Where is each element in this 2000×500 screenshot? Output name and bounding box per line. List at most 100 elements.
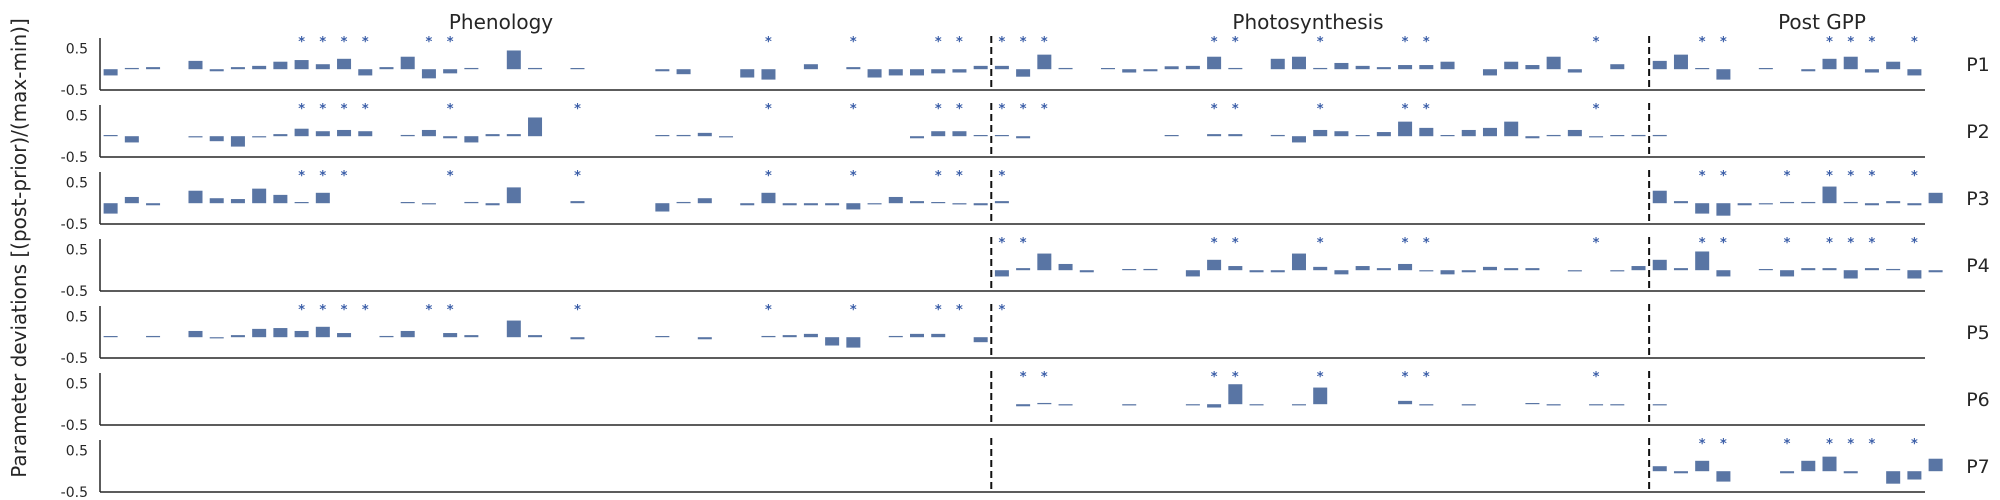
panel-p7: 0.5 -0.5 * * * * * * * P7 bbox=[61, 437, 1990, 500]
bar-p6-56 bbox=[1291, 404, 1306, 406]
bar-p1-63 bbox=[1440, 61, 1455, 70]
bar-p3-9 bbox=[294, 202, 309, 204]
bar-p2-53 bbox=[1228, 134, 1243, 137]
bar-p7-80 bbox=[1801, 460, 1816, 472]
bar-p2-72 bbox=[1631, 134, 1646, 137]
row-label-p2: P2 bbox=[1966, 121, 1990, 143]
bar-p2-66 bbox=[1504, 121, 1519, 137]
bar-p6-54 bbox=[1249, 404, 1264, 406]
bar-p1-30 bbox=[740, 69, 755, 78]
bar-p5-7 bbox=[252, 328, 267, 338]
bar-p4-54 bbox=[1249, 270, 1264, 273]
significance-star: * bbox=[850, 102, 857, 117]
bar-p2-10 bbox=[315, 131, 330, 137]
bar-p1-2 bbox=[146, 67, 161, 70]
bar-p4-85 bbox=[1907, 270, 1922, 279]
bar-p4-53 bbox=[1228, 266, 1243, 271]
significance-star: * bbox=[1020, 236, 1027, 251]
bar-p1-81 bbox=[1822, 58, 1837, 70]
bar-p1-85 bbox=[1907, 69, 1922, 76]
significance-star: * bbox=[1402, 236, 1409, 251]
significance-star: * bbox=[1232, 35, 1239, 50]
bar-p2-1 bbox=[124, 136, 139, 143]
bar-p2-9 bbox=[294, 128, 309, 137]
significance-star: * bbox=[765, 303, 772, 318]
bar-p1-4 bbox=[188, 60, 203, 70]
bar-p1-67 bbox=[1525, 65, 1540, 70]
bar-p3-17 bbox=[464, 201, 479, 204]
panel-p1: 0.5 -0.5 * * * * * * * * * * * * * * * * * * * * * * * * * P1 bbox=[61, 35, 1990, 99]
bar-p7-75 bbox=[1695, 460, 1710, 472]
bar-p1-71 bbox=[1610, 64, 1625, 70]
bar-p3-73 bbox=[1652, 190, 1667, 204]
bar-p5-32 bbox=[782, 335, 797, 338]
bar-p1-42 bbox=[994, 65, 1009, 70]
row-label-p6: P6 bbox=[1966, 389, 1990, 411]
bar-p4-65 bbox=[1482, 266, 1497, 271]
bar-p2-57 bbox=[1313, 129, 1328, 137]
bar-p3-86 bbox=[1928, 192, 1943, 204]
y-tick-label: 0.5 bbox=[66, 41, 88, 57]
bar-p1-43 bbox=[1016, 69, 1031, 77]
bar-p1-10 bbox=[315, 64, 330, 70]
bar-p2-52 bbox=[1207, 134, 1222, 137]
significance-star: * bbox=[574, 303, 581, 318]
bar-p2-26 bbox=[655, 135, 670, 137]
group-label-post-gpp: Post GPP bbox=[1778, 10, 1866, 34]
significance-star: * bbox=[935, 303, 942, 318]
significance-star: * bbox=[1911, 35, 1918, 50]
bar-p3-37 bbox=[888, 196, 903, 204]
bar-p4-57 bbox=[1313, 266, 1328, 271]
significance-star: * bbox=[341, 303, 348, 318]
bar-p4-76 bbox=[1716, 270, 1731, 277]
significance-star: * bbox=[765, 102, 772, 117]
bar-p6-73 bbox=[1652, 404, 1667, 406]
bar-p3-18 bbox=[485, 203, 500, 206]
bar-p7-81 bbox=[1822, 456, 1837, 472]
bar-p2-6 bbox=[230, 136, 245, 147]
significance-star: * bbox=[1402, 102, 1409, 117]
y-tick-label: -0.5 bbox=[61, 284, 88, 300]
bar-p7-85 bbox=[1907, 471, 1922, 480]
bar-p2-55 bbox=[1270, 134, 1285, 137]
bar-p1-15 bbox=[421, 69, 436, 79]
bar-p1-7 bbox=[252, 65, 267, 70]
bar-p2-29 bbox=[719, 136, 734, 138]
bar-p2-40 bbox=[952, 131, 967, 137]
bar-p1-1 bbox=[124, 67, 139, 70]
bar-p1-35 bbox=[846, 67, 861, 70]
bar-p1-41 bbox=[973, 65, 988, 70]
significance-star: * bbox=[1826, 169, 1833, 184]
bar-p4-44 bbox=[1037, 253, 1052, 271]
bar-p7-82 bbox=[1843, 471, 1858, 474]
bar-p2-61 bbox=[1398, 121, 1413, 137]
bar-p4-51 bbox=[1185, 270, 1200, 277]
bar-p4-71 bbox=[1610, 270, 1625, 272]
significance-star: * bbox=[574, 102, 581, 117]
bar-p4-49 bbox=[1143, 268, 1158, 271]
bar-p5-11 bbox=[337, 333, 352, 338]
bar-p4-43 bbox=[1016, 268, 1031, 271]
bar-p2-70 bbox=[1589, 136, 1604, 138]
bar-p5-41 bbox=[973, 337, 988, 343]
bar-p5-38 bbox=[910, 333, 925, 338]
significance-star: * bbox=[341, 35, 348, 50]
bar-p3-0 bbox=[103, 203, 118, 214]
bar-p6-68 bbox=[1546, 404, 1561, 406]
bar-p1-44 bbox=[1037, 54, 1052, 70]
significance-star: * bbox=[1317, 35, 1324, 50]
bar-p1-13 bbox=[379, 67, 394, 70]
bar-p4-84 bbox=[1886, 268, 1901, 271]
bar-p1-36 bbox=[867, 69, 882, 78]
bar-p5-37 bbox=[888, 335, 903, 338]
significance-star: * bbox=[765, 35, 772, 50]
bar-p3-42 bbox=[994, 201, 1009, 204]
bar-p4-74 bbox=[1673, 268, 1688, 271]
bar-p5-31 bbox=[761, 335, 776, 338]
bar-p6-71 bbox=[1610, 404, 1625, 406]
significance-star: * bbox=[319, 35, 326, 50]
bar-p1-76 bbox=[1716, 69, 1731, 80]
bar-p2-14 bbox=[400, 134, 415, 137]
significance-star: * bbox=[1317, 102, 1324, 117]
significance-star: * bbox=[1784, 169, 1791, 184]
